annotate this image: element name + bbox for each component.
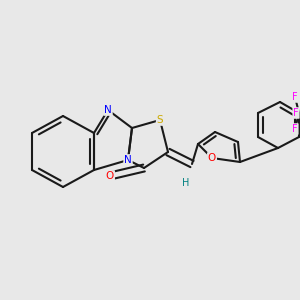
Text: O: O — [106, 171, 114, 181]
Text: O: O — [208, 153, 216, 163]
Text: H: H — [182, 178, 190, 188]
Text: F: F — [293, 108, 299, 118]
Text: N: N — [104, 105, 112, 115]
Text: N: N — [124, 155, 132, 165]
Text: F: F — [292, 92, 298, 102]
Text: S: S — [157, 115, 163, 125]
Text: F: F — [292, 124, 298, 134]
